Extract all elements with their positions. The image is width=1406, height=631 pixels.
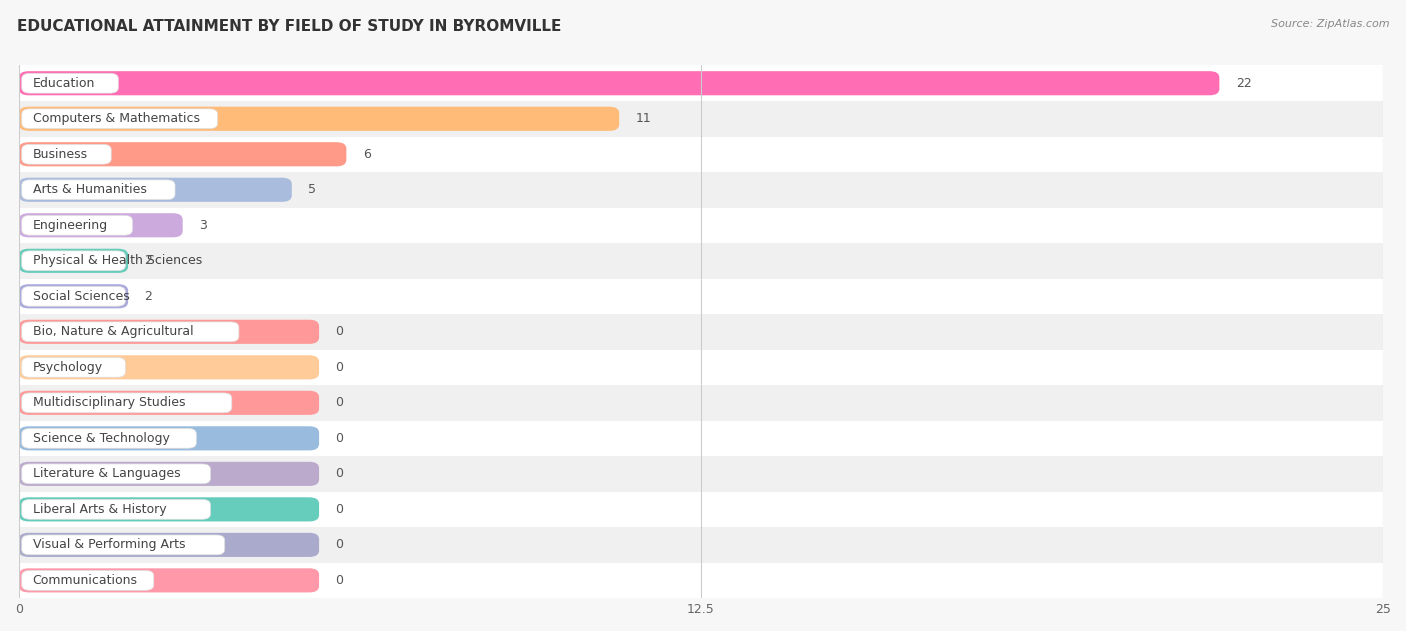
FancyBboxPatch shape	[21, 500, 211, 519]
FancyBboxPatch shape	[20, 71, 1219, 95]
Text: Communications: Communications	[32, 574, 138, 587]
FancyBboxPatch shape	[20, 456, 1384, 492]
Text: Social Sciences: Social Sciences	[32, 290, 129, 303]
Text: Psychology: Psychology	[32, 361, 103, 374]
Text: Engineering: Engineering	[32, 219, 108, 232]
FancyBboxPatch shape	[21, 215, 132, 235]
FancyBboxPatch shape	[20, 178, 292, 202]
FancyBboxPatch shape	[20, 66, 1384, 101]
Text: 0: 0	[336, 361, 343, 374]
FancyBboxPatch shape	[21, 286, 125, 306]
FancyBboxPatch shape	[21, 570, 153, 590]
FancyBboxPatch shape	[20, 208, 1384, 243]
FancyBboxPatch shape	[20, 355, 319, 379]
Text: 3: 3	[200, 219, 207, 232]
FancyBboxPatch shape	[20, 136, 1384, 172]
FancyBboxPatch shape	[21, 322, 239, 342]
FancyBboxPatch shape	[21, 73, 118, 93]
FancyBboxPatch shape	[20, 320, 319, 344]
Text: 0: 0	[336, 574, 343, 587]
Text: Education: Education	[32, 77, 96, 90]
Text: Liberal Arts & History: Liberal Arts & History	[32, 503, 166, 516]
Text: 22: 22	[1236, 77, 1251, 90]
FancyBboxPatch shape	[20, 563, 1384, 598]
FancyBboxPatch shape	[20, 249, 128, 273]
FancyBboxPatch shape	[21, 180, 176, 199]
FancyBboxPatch shape	[20, 391, 319, 415]
Text: Physical & Health Sciences: Physical & Health Sciences	[32, 254, 202, 268]
Text: EDUCATIONAL ATTAINMENT BY FIELD OF STUDY IN BYROMVILLE: EDUCATIONAL ATTAINMENT BY FIELD OF STUDY…	[17, 19, 561, 34]
FancyBboxPatch shape	[20, 278, 1384, 314]
FancyBboxPatch shape	[20, 462, 319, 486]
FancyBboxPatch shape	[21, 393, 232, 413]
FancyBboxPatch shape	[20, 569, 319, 593]
FancyBboxPatch shape	[20, 172, 1384, 208]
FancyBboxPatch shape	[20, 213, 183, 237]
FancyBboxPatch shape	[21, 251, 125, 271]
Text: 0: 0	[336, 468, 343, 480]
FancyBboxPatch shape	[20, 107, 619, 131]
FancyBboxPatch shape	[21, 357, 125, 377]
FancyBboxPatch shape	[20, 492, 1384, 527]
Text: 11: 11	[636, 112, 651, 125]
FancyBboxPatch shape	[21, 109, 218, 129]
Text: 2: 2	[145, 290, 152, 303]
FancyBboxPatch shape	[20, 243, 1384, 278]
FancyBboxPatch shape	[20, 421, 1384, 456]
FancyBboxPatch shape	[20, 533, 319, 557]
Text: Literature & Languages: Literature & Languages	[32, 468, 180, 480]
Text: 0: 0	[336, 326, 343, 338]
Text: Bio, Nature & Agricultural: Bio, Nature & Agricultural	[32, 326, 193, 338]
FancyBboxPatch shape	[20, 497, 319, 521]
FancyBboxPatch shape	[20, 350, 1384, 385]
FancyBboxPatch shape	[20, 314, 1384, 350]
Text: Source: ZipAtlas.com: Source: ZipAtlas.com	[1271, 19, 1389, 29]
Text: Visual & Performing Arts: Visual & Performing Arts	[32, 538, 186, 551]
FancyBboxPatch shape	[21, 535, 225, 555]
Text: Multidisciplinary Studies: Multidisciplinary Studies	[32, 396, 186, 410]
Text: 2: 2	[145, 254, 152, 268]
Text: 0: 0	[336, 432, 343, 445]
Text: Science & Technology: Science & Technology	[32, 432, 170, 445]
FancyBboxPatch shape	[20, 427, 319, 451]
Text: 0: 0	[336, 396, 343, 410]
Text: Arts & Humanities: Arts & Humanities	[32, 183, 146, 196]
Text: Computers & Mathematics: Computers & Mathematics	[32, 112, 200, 125]
FancyBboxPatch shape	[21, 428, 197, 448]
Text: 5: 5	[308, 183, 316, 196]
Text: 6: 6	[363, 148, 371, 161]
Text: 0: 0	[336, 538, 343, 551]
FancyBboxPatch shape	[21, 144, 111, 164]
Text: Business: Business	[32, 148, 87, 161]
FancyBboxPatch shape	[20, 284, 128, 309]
Text: 0: 0	[336, 503, 343, 516]
FancyBboxPatch shape	[20, 101, 1384, 136]
FancyBboxPatch shape	[20, 385, 1384, 421]
FancyBboxPatch shape	[21, 464, 211, 484]
FancyBboxPatch shape	[20, 527, 1384, 563]
FancyBboxPatch shape	[20, 142, 346, 167]
